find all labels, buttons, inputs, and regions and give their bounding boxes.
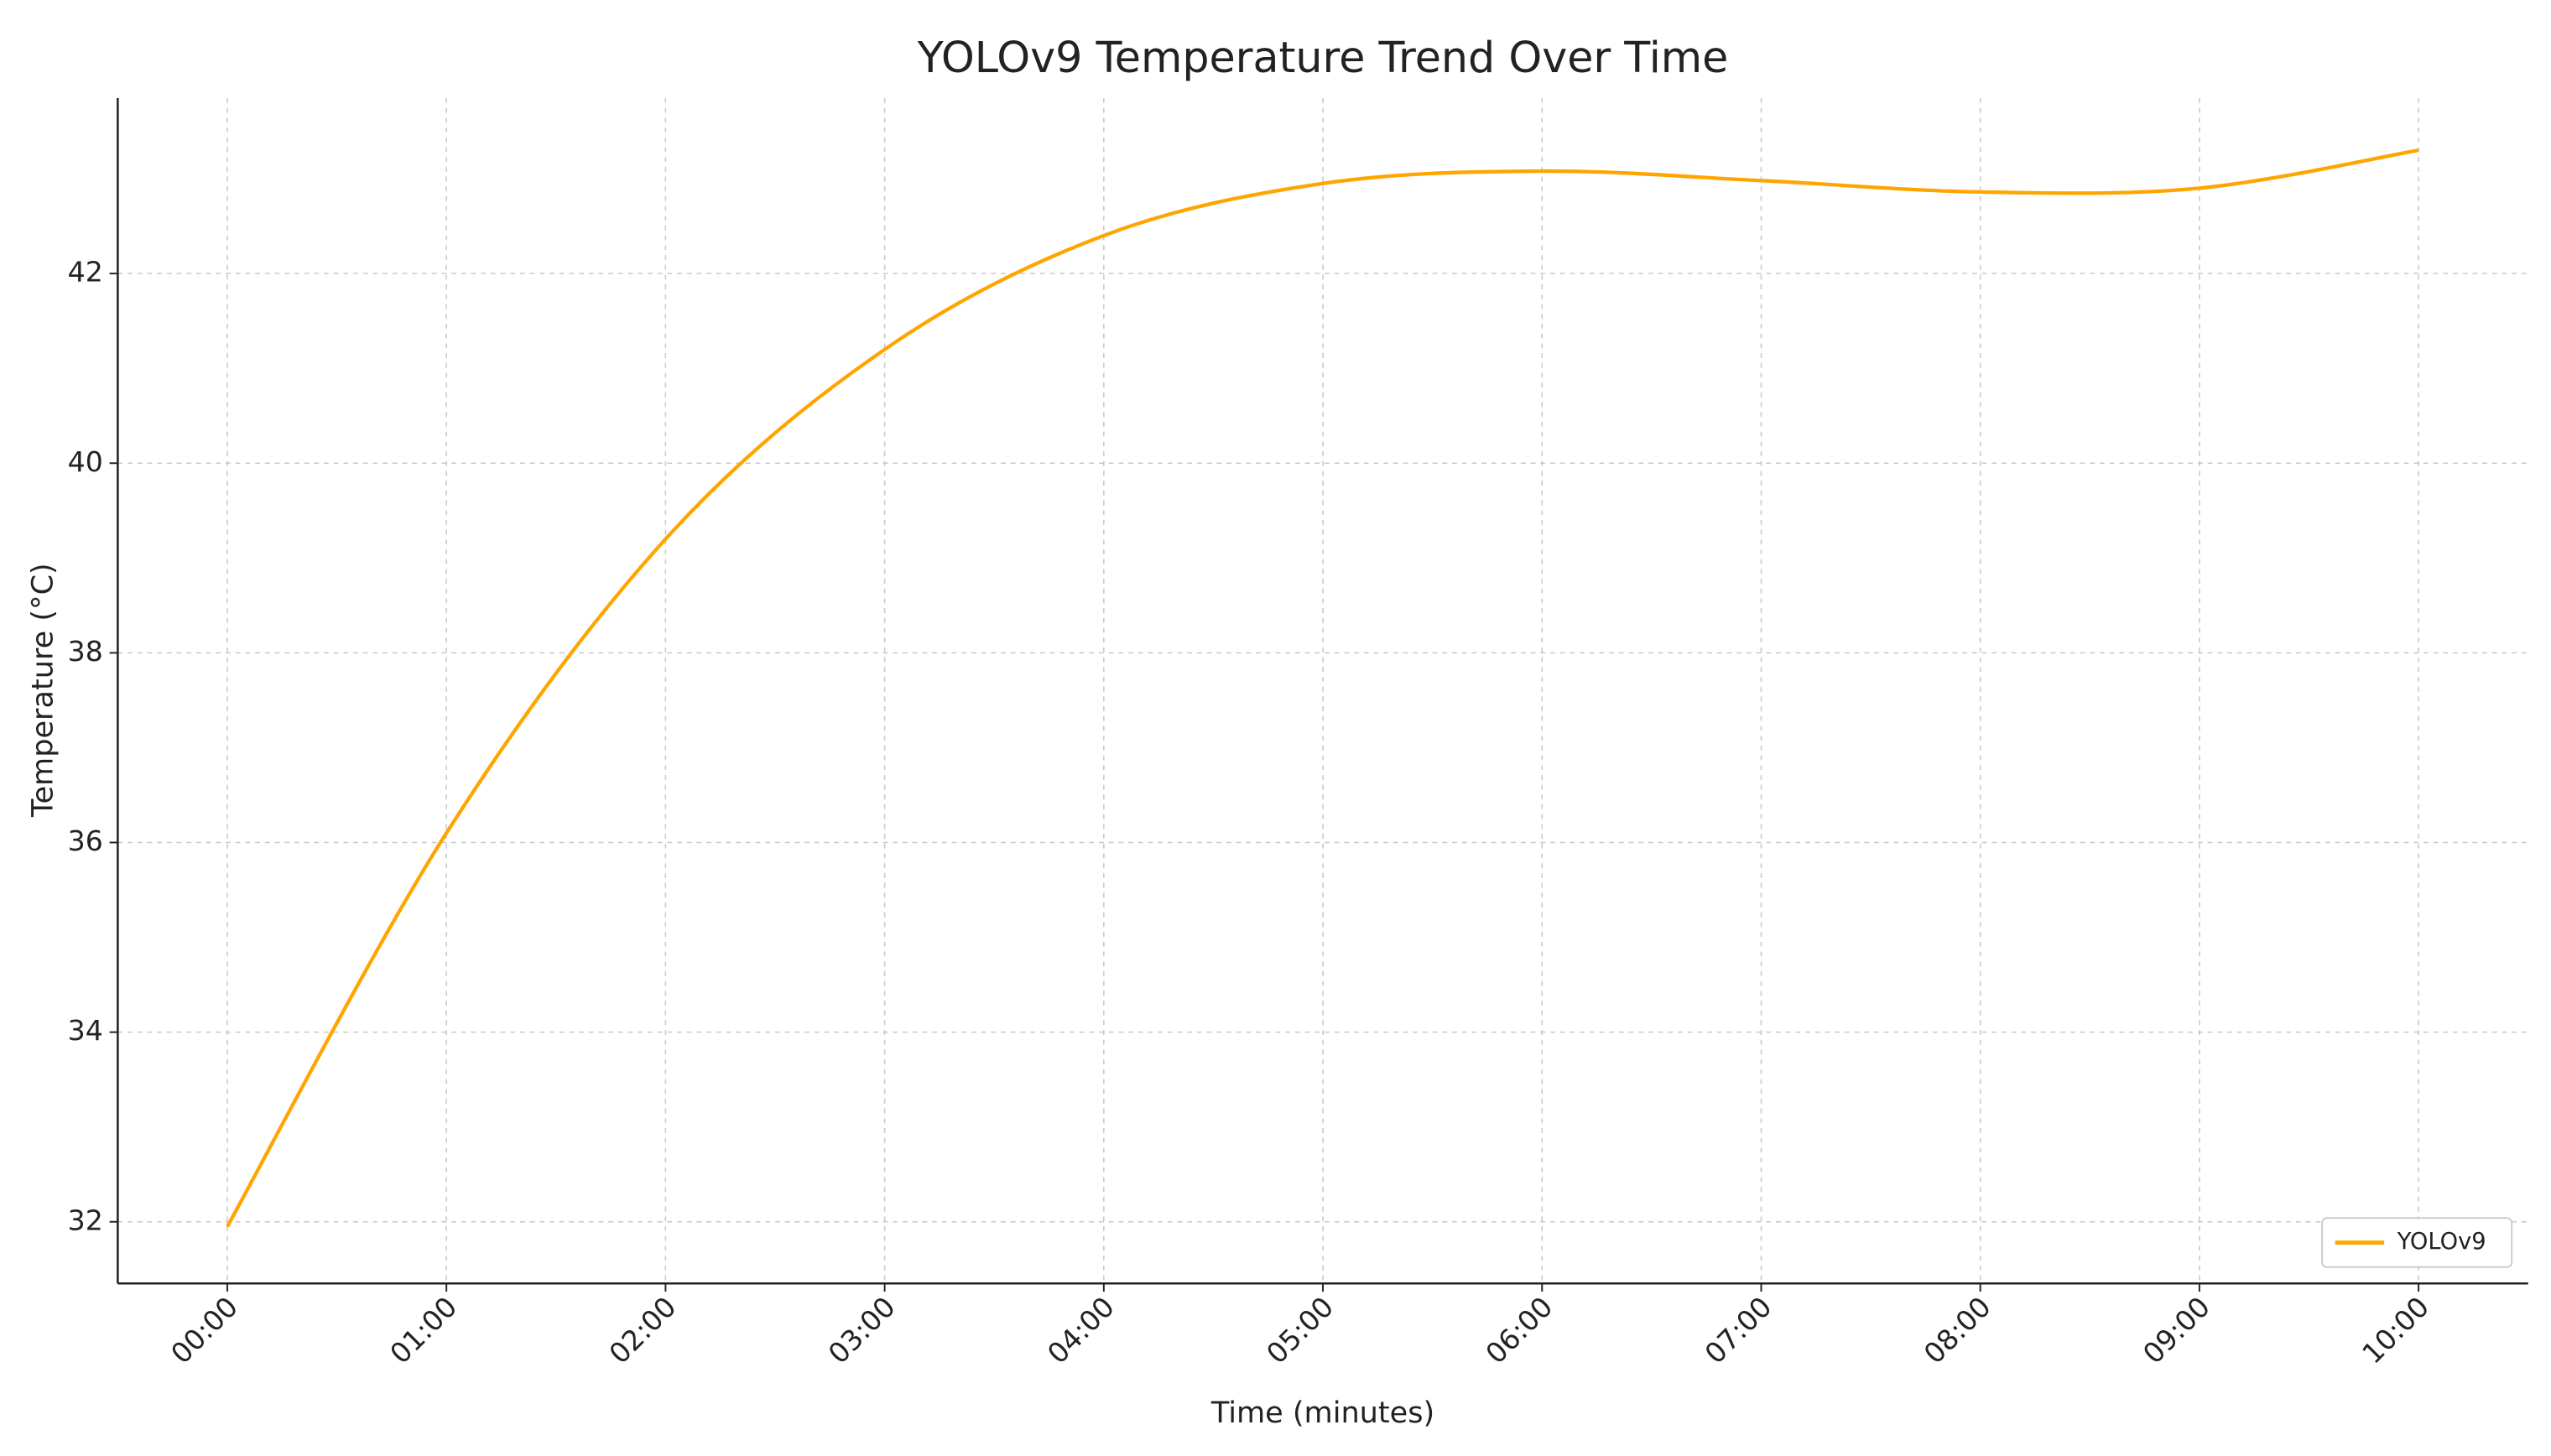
chart-title: YOLOv9 Temperature Trend Over Time (917, 33, 1729, 82)
line-series (226, 148, 2419, 1228)
x-axis-title: Time (minutes) (1210, 1396, 1434, 1430)
legend-label: YOLOv9 (2397, 1229, 2486, 1255)
y-tick-label: 36 (68, 824, 103, 857)
grid (117, 97, 2528, 1284)
plot (226, 148, 2419, 1228)
y-tick-label: 42 (68, 256, 103, 289)
y-tick-label: 38 (68, 635, 103, 668)
y-axis-title: Temperature (°C) (26, 563, 60, 818)
y-tick-label: 34 (68, 1014, 103, 1047)
y-tick-label: 32 (68, 1204, 103, 1236)
legend-box (2321, 1217, 2513, 1268)
y-tick-label: 40 (68, 445, 103, 478)
